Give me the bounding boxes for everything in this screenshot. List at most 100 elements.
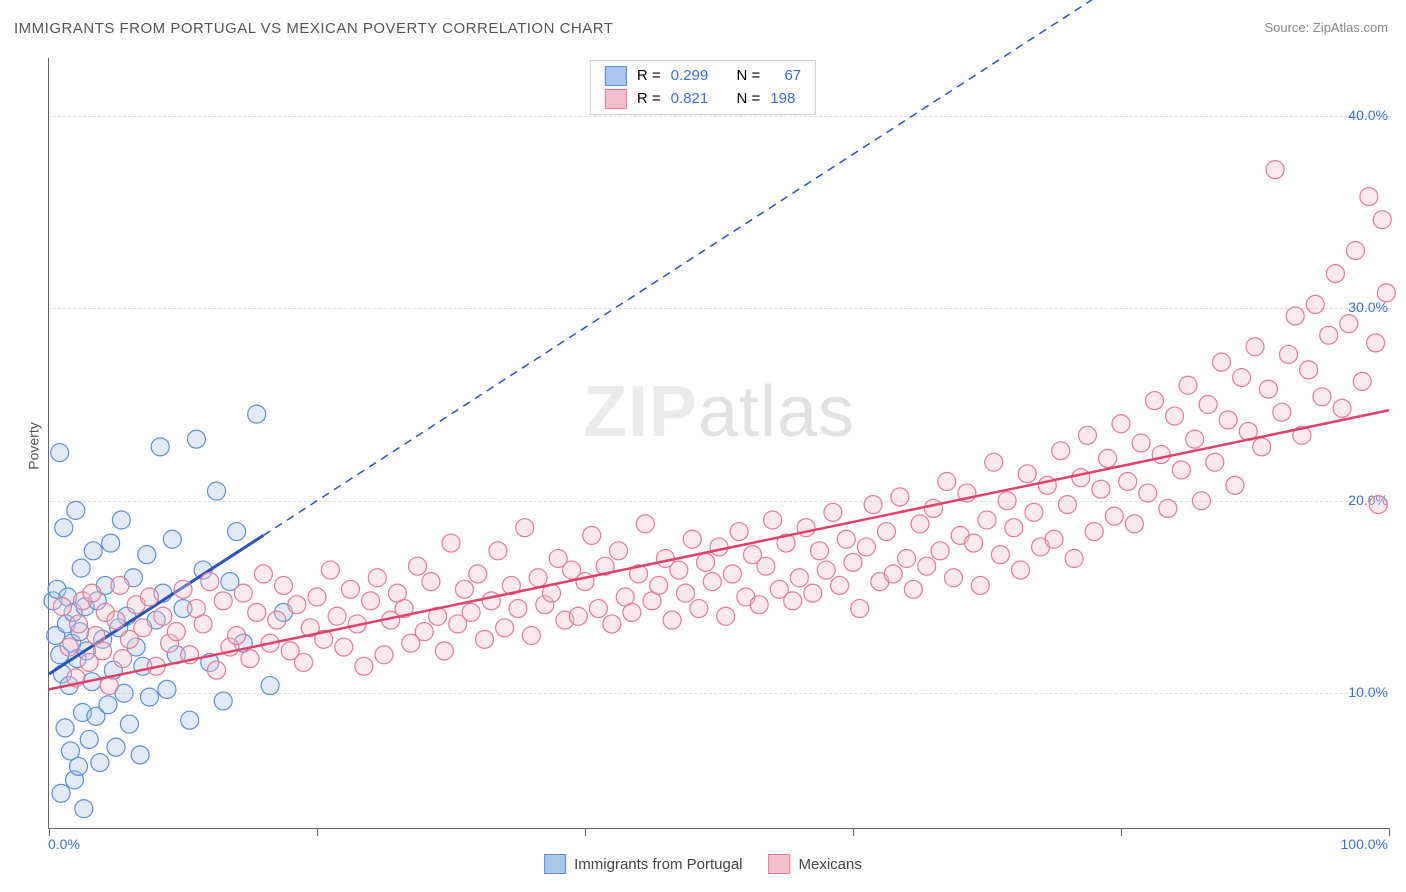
legend-item-portugal: Immigrants from Portugal (544, 854, 742, 874)
data-point (375, 646, 393, 664)
data-point (1369, 496, 1387, 514)
data-point (435, 642, 453, 660)
data-point (214, 692, 232, 710)
data-point (422, 573, 440, 591)
data-point (857, 538, 875, 556)
data-point (248, 405, 266, 423)
swatch-mexicans-icon (769, 854, 791, 874)
data-point (415, 623, 433, 641)
data-point (1233, 369, 1251, 387)
data-point (409, 557, 427, 575)
data-point (1213, 353, 1231, 371)
data-point (811, 542, 829, 560)
data-point (677, 584, 695, 602)
data-point (362, 592, 380, 610)
data-point (321, 561, 339, 579)
data-point (1025, 503, 1043, 521)
data-point (1206, 453, 1224, 471)
data-point (1219, 411, 1237, 429)
series-legend: Immigrants from Portugal Mexicans (544, 854, 862, 874)
data-point (69, 757, 87, 775)
data-point (52, 784, 70, 802)
n-value-portugal: 67 (784, 65, 801, 88)
data-point (462, 603, 480, 621)
data-point (703, 573, 721, 591)
data-point (1373, 211, 1391, 229)
data-point (837, 530, 855, 548)
data-point (1313, 388, 1331, 406)
data-point (482, 592, 500, 610)
data-point (710, 538, 728, 556)
data-point (697, 553, 715, 571)
data-point (1105, 507, 1123, 525)
data-point (1280, 345, 1298, 363)
data-point (904, 580, 922, 598)
data-point (1045, 530, 1063, 548)
plot-area: ZIPatlas (48, 58, 1389, 829)
data-point (1012, 561, 1030, 579)
data-point (489, 542, 507, 560)
data-point (1079, 426, 1097, 444)
label-n: N = (737, 65, 761, 88)
data-point (750, 596, 768, 614)
data-point (228, 523, 246, 541)
data-point (971, 576, 989, 594)
x-tick (585, 828, 586, 836)
data-point (965, 534, 983, 552)
data-point (1179, 376, 1197, 394)
data-point (163, 530, 181, 548)
data-point (924, 499, 942, 517)
data-point (516, 519, 534, 537)
data-point (623, 603, 641, 621)
data-point (884, 565, 902, 583)
data-point (757, 557, 775, 575)
data-point (234, 584, 252, 602)
data-point (1192, 492, 1210, 510)
data-point (335, 638, 353, 656)
data-point (1320, 326, 1338, 344)
data-point (181, 711, 199, 729)
data-point (569, 607, 587, 625)
data-point (1333, 399, 1351, 417)
x-tick (49, 828, 50, 836)
data-point (1226, 476, 1244, 494)
data-point (1306, 295, 1324, 313)
data-point (1018, 465, 1036, 483)
data-point (241, 650, 259, 668)
data-point (1353, 372, 1371, 390)
data-point (141, 588, 159, 606)
data-point (154, 607, 172, 625)
data-point (1340, 315, 1358, 333)
data-point (1286, 307, 1304, 325)
data-point (107, 738, 125, 756)
data-point (288, 596, 306, 614)
data-point (804, 584, 822, 602)
data-point (1159, 499, 1177, 517)
data-point (918, 557, 936, 575)
data-point (1052, 442, 1070, 460)
data-point (1246, 338, 1264, 356)
data-point (194, 615, 212, 633)
data-point (342, 580, 360, 598)
data-point (355, 657, 373, 675)
data-point (134, 619, 152, 637)
legend-label-portugal: Immigrants from Portugal (574, 856, 742, 873)
data-point (1266, 161, 1284, 179)
data-point (1119, 473, 1137, 491)
data-point (167, 623, 185, 641)
data-point (1058, 496, 1076, 514)
data-point (583, 526, 601, 544)
data-point (83, 584, 101, 602)
data-point (261, 677, 279, 695)
data-point (1146, 392, 1164, 410)
swatch-mexicans (605, 89, 627, 109)
data-point (636, 515, 654, 533)
data-point (1099, 449, 1117, 467)
label-r: R = (637, 88, 661, 111)
data-point (60, 638, 78, 656)
data-point (945, 569, 963, 587)
label-n: N = (737, 88, 761, 111)
data-point (99, 696, 117, 714)
data-point (522, 627, 540, 645)
data-point (138, 546, 156, 564)
